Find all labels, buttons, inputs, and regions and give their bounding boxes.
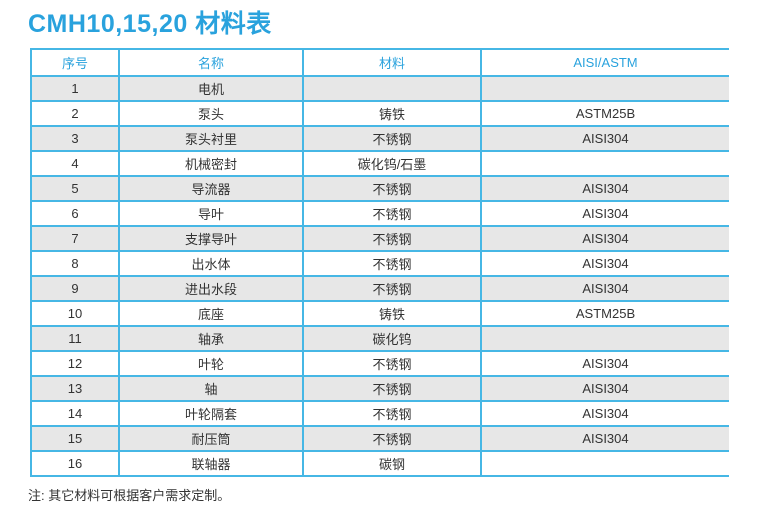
cell-standard: AISI304	[480, 200, 729, 227]
cell-serial: 2	[30, 100, 120, 127]
cell-name: 底座	[118, 300, 304, 327]
table-row: 15 耐压筒 不锈钢 AISI304	[30, 425, 729, 452]
cell-serial: 8	[30, 250, 120, 277]
header-row: 序号 名称 材料 AISI/ASTM	[30, 48, 729, 77]
table-row: 9 进出水段 不锈钢 AISI304	[30, 275, 729, 302]
materials-table: 序号 名称 材料 AISI/ASTM 1 电机 2 泵头 铸铁 ASTM25B 3 泵头衬里不…	[30, 48, 729, 477]
table-row: 4 机械密封 碳化钨/石墨	[30, 150, 729, 177]
cell-name: 叶轮	[118, 350, 304, 377]
cell-material: 不锈钢	[302, 200, 482, 227]
cell-material: 不锈钢	[302, 275, 482, 302]
page-title: CMH10,15,20 材料表	[28, 10, 272, 38]
cell-standard	[480, 75, 729, 102]
table-row: 5 导流器 不锈钢 AISI304	[30, 175, 729, 202]
column-header-material: 材料	[302, 48, 482, 77]
column-header-name: 名称	[118, 48, 304, 77]
table-row: 3 泵头衬里 不锈钢 AISI304	[30, 125, 729, 152]
cell-material: 不锈钢	[302, 125, 482, 152]
table-row: 1 电机	[30, 75, 729, 102]
cell-serial: 9	[30, 275, 120, 302]
cell-name: 导流器	[118, 175, 304, 202]
table-row: 7 支撑导叶 不锈钢 AISI304	[30, 225, 729, 252]
table-row: 11 轴承 碳化钨	[30, 325, 729, 352]
table-row: 13 轴不锈钢 AISI304	[30, 375, 729, 402]
cell-serial: 14	[30, 400, 120, 427]
cell-name: 机械密封	[118, 150, 304, 177]
column-header-serial: 序号	[30, 48, 120, 77]
cell-name: 联轴器	[118, 450, 304, 477]
footnote: 注: 其它材料可根据客户需求定制。	[28, 488, 231, 503]
cell-standard: AISI304	[480, 225, 729, 252]
cell-name: 泵头	[118, 100, 304, 127]
cell-serial: 10	[30, 300, 120, 327]
table-row: 10 底座 铸铁 ASTM25B	[30, 300, 729, 327]
cell-material: 不锈钢	[302, 350, 482, 377]
cell-serial: 12	[30, 350, 120, 377]
cell-standard: AISI304	[480, 175, 729, 202]
cell-name: 支撑导叶	[118, 225, 304, 252]
cell-serial: 3	[30, 125, 120, 152]
cell-standard: AISI304	[480, 125, 729, 152]
cell-material: 碳化钨/石墨	[302, 150, 482, 177]
cell-material	[302, 75, 482, 102]
cell-serial: 15	[30, 425, 120, 452]
cell-name: 导叶	[118, 200, 304, 227]
cell-serial: 11	[30, 325, 120, 352]
cell-material: 不锈钢	[302, 250, 482, 277]
cell-standard: AISI304	[480, 350, 729, 377]
table-header: 序号 名称 材料 AISI/ASTM	[30, 48, 729, 77]
cell-standard: ASTM25B	[480, 300, 729, 327]
cell-standard	[480, 325, 729, 352]
cell-standard: AISI304	[480, 375, 729, 402]
table-row: 6 导叶 不锈钢 AISI304	[30, 200, 729, 227]
table-row: 14 叶轮隔套 不锈钢 AISI304	[30, 400, 729, 427]
cell-material: 铸铁	[302, 300, 482, 327]
cell-standard: ASTM25B	[480, 100, 729, 127]
cell-name: 出水体	[118, 250, 304, 277]
cell-material: 不锈钢	[302, 425, 482, 452]
cell-standard	[480, 450, 729, 477]
cell-material: 碳化钨	[302, 325, 482, 352]
table-row: 2 泵头 铸铁 ASTM25B	[30, 100, 729, 127]
cell-material: 不锈钢	[302, 175, 482, 202]
table-body: 1 电机 2 泵头 铸铁 ASTM25B 3 泵头衬里 不锈钢 AISI304 4 机械密封 碳化钨/石…	[30, 75, 729, 477]
cell-name: 轴	[118, 375, 304, 402]
cell-name: 泵头衬里	[118, 125, 304, 152]
cell-name: 电机	[118, 75, 304, 102]
cell-name: 轴承	[118, 325, 304, 352]
cell-material: 碳钢	[302, 450, 482, 477]
column-header-standard: AISI/ASTM	[480, 48, 729, 77]
cell-name: 进出水段	[118, 275, 304, 302]
cell-material: 不锈钢	[302, 375, 482, 402]
table-row: 16 联轴器 碳钢	[30, 450, 729, 477]
cell-serial: 16	[30, 450, 120, 477]
table-row: 8 出水体 不锈钢 AISI304	[30, 250, 729, 277]
cell-material: 不锈钢	[302, 400, 482, 427]
cell-serial: 5	[30, 175, 120, 202]
cell-serial: 6	[30, 200, 120, 227]
cell-serial: 13	[30, 375, 120, 402]
cell-serial: 7	[30, 225, 120, 252]
cell-name: 耐压筒	[118, 425, 304, 452]
table-row: 12 叶轮 不锈钢 AISI304	[30, 350, 729, 377]
cell-standard: AISI304	[480, 275, 729, 302]
cell-standard	[480, 150, 729, 177]
cell-name: 叶轮隔套	[118, 400, 304, 427]
cell-serial: 4	[30, 150, 120, 177]
cell-standard: AISI304	[480, 250, 729, 277]
cell-serial: 1	[30, 75, 120, 102]
cell-material: 铸铁	[302, 100, 482, 127]
cell-standard: AISI304	[480, 400, 729, 427]
cell-material: 不锈钢	[302, 225, 482, 252]
cell-standard: AISI304	[480, 425, 729, 452]
